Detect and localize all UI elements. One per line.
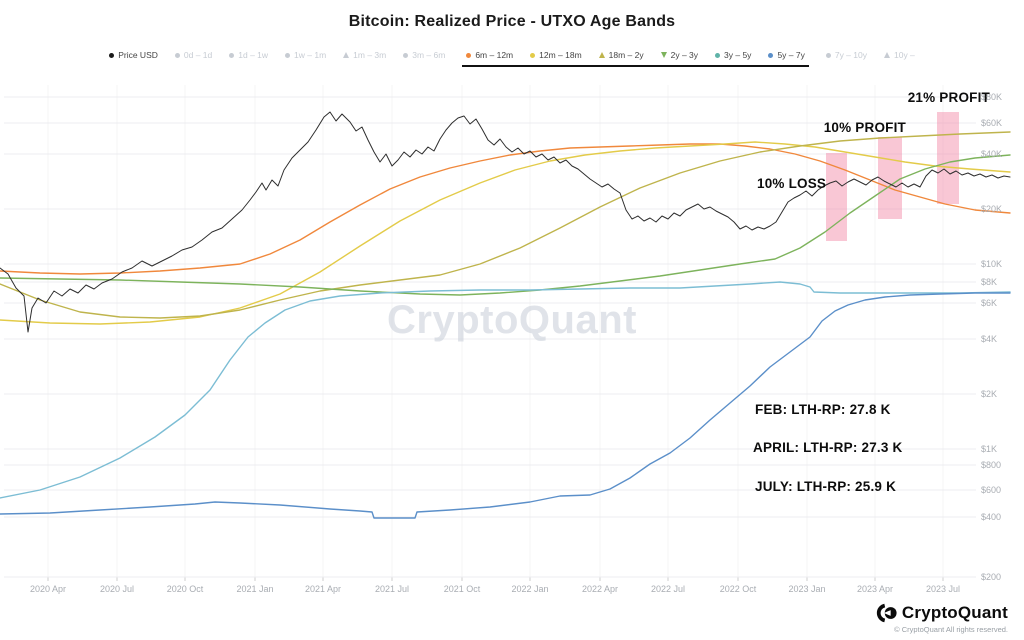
series-line-18m-2y <box>0 131 1011 319</box>
dot-marker-icon <box>715 52 721 58</box>
legend-item-label: 3m – 6m <box>412 50 446 60</box>
series-line-price-usd <box>0 111 1011 333</box>
x-axis-label: 2021 Jul <box>374 584 410 594</box>
legend-item-2y-3y[interactable]: 2y – 3y <box>660 50 699 60</box>
y-axis-label: $600 <box>981 485 1002 495</box>
x-axis-label: 2023 Jan <box>788 584 826 594</box>
legend-item-label: 3y – 5y <box>724 50 752 60</box>
dot-marker-icon <box>285 52 291 58</box>
legend-item-label: 7y – 10y <box>834 50 867 60</box>
y-axis-label: $800 <box>981 460 1002 470</box>
legend-selected-group: 6m – 12m 12m – 18m 18m – 2y 2y – 3y 3y – 5y 5… <box>462 50 809 67</box>
dot-marker-icon <box>229 52 235 58</box>
legend-item-label: 1m – 3m <box>353 50 387 60</box>
x-axis-label: 2021 Oct <box>443 584 481 594</box>
footer: CryptoQuant © CryptoQuant All rights res… <box>875 602 1008 634</box>
x-axis-label: 2022 Apr <box>581 584 619 594</box>
legend-item-18m-2y[interactable]: 18m – 2y <box>598 50 644 60</box>
dot-marker-icon <box>530 52 536 58</box>
dot-marker-icon <box>768 52 774 58</box>
series-line-12m-18m <box>0 141 1011 325</box>
y-axis-label: $1K <box>981 444 998 454</box>
legend-item-label: 2y – 3y <box>670 50 699 60</box>
legend-item-3m-6m[interactable]: 3m – 6m <box>403 50 445 60</box>
y-axis-label: $20K <box>981 204 1003 214</box>
legend-item-3y-5y[interactable]: 3y – 5y <box>715 50 751 60</box>
legend-item-label: Price USD <box>118 50 158 60</box>
annotation-feb-lth-rp-27-8-k: FEB: LTH-RP: 27.8 K <box>755 402 891 417</box>
legend-item-1m-3m[interactable]: 1m – 3m <box>343 50 386 60</box>
y-axis-label: $80K <box>981 92 1003 102</box>
legend-item-1w-1m[interactable]: 1w – 1m <box>285 50 326 60</box>
legend-item-0d-1d[interactable]: 0d – 1d <box>174 50 213 60</box>
legend-item-12m-18m[interactable]: 12m – 18m <box>530 50 582 60</box>
footer-copyright: © CryptoQuant All rights reserved. <box>894 625 1008 634</box>
legend-item-label: 5y – 7y <box>777 50 805 60</box>
highlight-bar <box>878 137 902 219</box>
dot-marker-icon <box>403 52 409 58</box>
series-line-6m-12m <box>0 143 1011 275</box>
legend-item-label: 18m – 2y <box>608 50 644 60</box>
chart-title: Bitcoin: Realized Price - UTXO Age Bands <box>348 13 676 30</box>
legend-item-10y-[interactable]: 10y – <box>883 50 915 60</box>
legend-item-label: 0d – 1d <box>183 50 213 60</box>
x-axis-label: 2021 Jan <box>236 584 274 594</box>
legend-item-label: 1d – 1w <box>238 50 269 60</box>
triangle-up-marker-icon <box>883 52 890 58</box>
annotation-10-profit: 10% PROFIT <box>823 120 906 135</box>
highlight-bar <box>937 112 959 204</box>
cryptoquant-logo-icon <box>876 603 897 623</box>
x-axis-label: 2020 Jul <box>99 584 135 594</box>
x-axis-label: 2023 Apr <box>856 584 894 594</box>
x-axis-label: 2022 Oct <box>719 584 757 594</box>
dot-marker-icon <box>174 52 180 58</box>
dot-marker-icon <box>466 52 472 58</box>
y-axis-label: $10K <box>981 259 1003 269</box>
legend-item-label: 6m – 12m <box>475 50 514 60</box>
series-line-5y-7y <box>0 292 1011 519</box>
x-axis-label: 2021 Apr <box>304 584 342 594</box>
dot-marker-icon <box>109 52 115 58</box>
legend-item-5y-7y[interactable]: 5y – 7y <box>768 50 805 60</box>
annotation-10-loss: 10% LOSS <box>757 176 827 191</box>
footer-brand-name: CryptoQuant <box>901 603 1008 622</box>
triangle-up-marker-icon <box>343 52 350 58</box>
x-axis-label: 2022 Jan <box>511 584 549 594</box>
legend-item-label: 12m – 18m <box>539 50 582 60</box>
series-line-3y-5y <box>0 281 1011 499</box>
y-axis-label: $6K <box>981 298 998 308</box>
y-axis-label: $8K <box>981 277 998 287</box>
annotation-july-lth-rp-25-9-k: JULY: LTH-RP: 25.9 K <box>755 479 897 494</box>
legend-item-7y-10y[interactable]: 7y – 10y <box>825 50 867 60</box>
legend: Price USD 0d – 1d 1d – 1w 1w – 1m 1m – 3m 3m … <box>0 50 1024 67</box>
series-line-2y-3y <box>0 154 1011 296</box>
x-axis-label: 2022 Jul <box>650 584 686 594</box>
y-axis-label: $400 <box>981 512 1002 522</box>
legend-item-1d-1w[interactable]: 1d – 1w <box>229 50 268 60</box>
legend-item-label: 1w – 1m <box>294 50 327 60</box>
y-axis-label: $60K <box>981 118 1003 128</box>
y-axis-label: $2K <box>981 389 998 399</box>
y-axis-label: $200 <box>981 572 1002 582</box>
x-axis-label: 2023 Jul <box>925 584 961 594</box>
triangle-up-marker-icon <box>598 52 605 58</box>
footer-brand: CryptoQuant <box>875 602 1008 624</box>
legend-item-price-usd[interactable]: Price USD <box>109 50 158 60</box>
annotation-april-lth-rp-27-3-k: APRIL: LTH-RP: 27.3 K <box>753 440 903 455</box>
legend-item-6m-12m[interactable]: 6m – 12m <box>466 50 513 60</box>
y-axis-label: $40K <box>981 149 1003 159</box>
legend-item-label: 10y – <box>893 50 915 60</box>
x-axis-label: 2020 Oct <box>166 584 204 594</box>
dot-marker-icon <box>825 52 831 58</box>
triangle-down-marker-icon <box>660 52 667 58</box>
x-axis-label: 2020 Apr <box>29 584 67 594</box>
y-axis-label: $4K <box>981 334 998 344</box>
annotation-21-profit: 21% PROFIT <box>907 90 990 105</box>
